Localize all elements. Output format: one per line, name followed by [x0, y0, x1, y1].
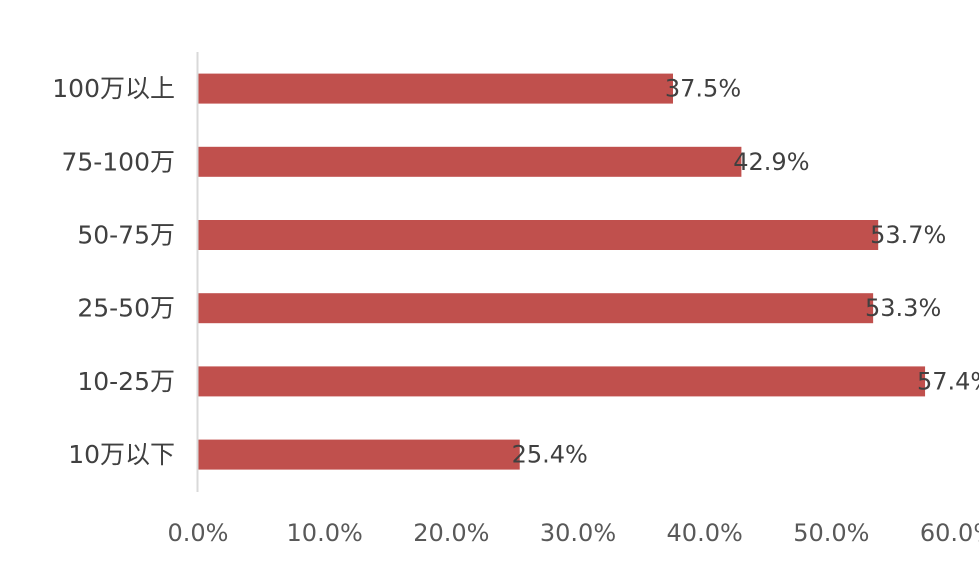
bar-value-label: 37.5% [665, 75, 741, 103]
bar [198, 73, 673, 104]
category-label: 25-50万 [77, 294, 175, 323]
category-label: 50-75万 [77, 221, 175, 250]
x-tick-label: 30.0% [540, 519, 616, 547]
x-tick-label: 0.0% [168, 519, 229, 547]
bar-value-label: 53.7% [870, 221, 946, 249]
bar [198, 293, 874, 324]
x-tick-label: 10.0% [287, 519, 363, 547]
category-label: 100万以上 [52, 74, 175, 103]
bar [198, 439, 520, 470]
bar-value-label: 25.4% [512, 441, 588, 469]
x-tick-label: 60.0% [920, 519, 979, 547]
x-tick-labels-group: 0.0% 10.0% 20.0% 30.0% 40.0% 50.0% 60.0% [168, 519, 979, 547]
bars-group [198, 73, 926, 470]
bar-value-label: 57.4% [917, 367, 979, 395]
x-tick-label: 20.0% [413, 519, 489, 547]
category-label: 75-100万 [61, 147, 175, 176]
bar [198, 366, 926, 397]
category-label: 10-25万 [77, 367, 175, 396]
bar-value-label: 42.9% [733, 148, 809, 176]
value-labels-group: 37.5% 42.9% 53.7% 53.3% 57.4% 25.4% [512, 75, 979, 469]
bar-value-label: 53.3% [865, 294, 941, 322]
category-label: 10万以下 [68, 440, 175, 469]
x-tick-label: 40.0% [667, 519, 743, 547]
x-tick-label: 50.0% [793, 519, 869, 547]
bar [198, 220, 879, 250]
category-labels-group: 100万以上 75-100万 50-75万 25-50万 10-25万 10万以下 [52, 74, 175, 469]
bar [198, 146, 742, 177]
